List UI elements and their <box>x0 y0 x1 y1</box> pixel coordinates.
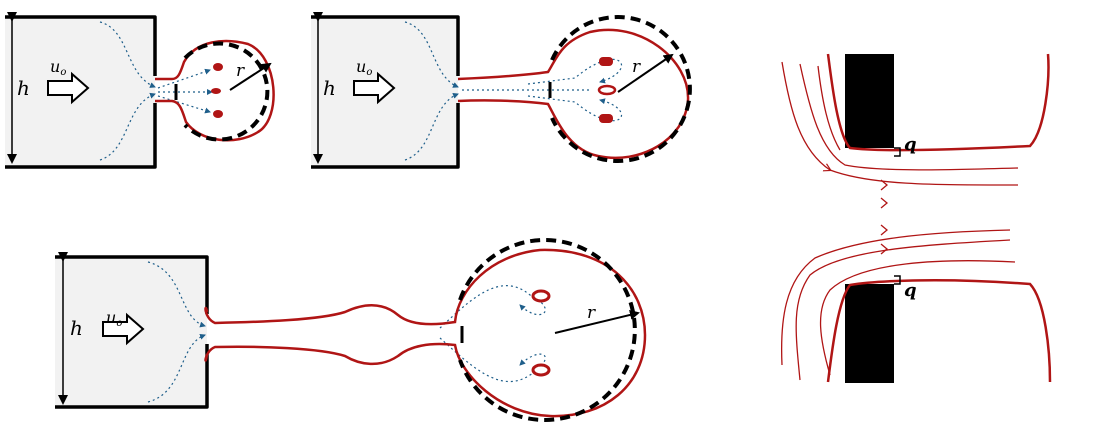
inflow-arrow <box>102 312 145 346</box>
velocity-label: uo <box>50 57 66 78</box>
streamline <box>147 333 206 403</box>
streamline <box>157 68 211 89</box>
radius-arrow <box>229 62 272 91</box>
streamline <box>795 239 1011 381</box>
streamline <box>439 337 546 382</box>
gap-label-bottom: q <box>904 280 917 301</box>
vortex-core <box>213 63 223 71</box>
radius-label: r <box>236 61 245 81</box>
gap-label-top: q <box>904 134 917 155</box>
inflow-arrow <box>353 71 396 105</box>
gap-bracket-top <box>894 147 901 157</box>
vortex-core <box>211 88 221 94</box>
membrane <box>204 248 647 418</box>
velocity-label: uo <box>106 308 122 329</box>
detail-panel: q q <box>781 53 1052 383</box>
dashed-envelope <box>550 15 692 163</box>
streamline <box>799 63 1019 171</box>
radius-label: r <box>587 303 596 323</box>
vortex-core <box>597 84 617 96</box>
streamline <box>781 229 1011 366</box>
flow-chevron <box>880 197 889 209</box>
dashed-envelope <box>183 41 270 142</box>
membrane <box>457 28 690 160</box>
membrane-contour-top <box>826 53 1050 152</box>
membrane-contour-bottom <box>826 279 1052 383</box>
membrane <box>155 39 275 142</box>
reservoir-wall <box>311 15 460 169</box>
radius-arrow <box>617 53 674 93</box>
vortex-core <box>531 289 551 303</box>
vortex-core <box>213 110 223 118</box>
velocity-label: uo <box>356 57 372 78</box>
reservoir-wall <box>5 15 157 169</box>
vortex-core <box>599 114 613 123</box>
streamline <box>781 61 1019 186</box>
radius-label: r <box>632 57 641 77</box>
flow-chevron <box>880 179 889 191</box>
radius-arrow <box>554 310 640 334</box>
flow-chevron <box>880 224 889 236</box>
streamline <box>817 65 841 151</box>
dashed-envelope <box>458 238 637 422</box>
panel-stage-2: h uo r <box>311 12 692 169</box>
height-label: h <box>70 316 83 340</box>
streamline <box>147 261 206 328</box>
panel-stage-1: h uo r <box>5 12 275 169</box>
streamline <box>157 95 211 114</box>
inflow-arrow <box>47 71 90 105</box>
height-label: h <box>17 76 30 100</box>
gap-bracket-bottom <box>894 275 901 285</box>
streamline <box>439 285 546 329</box>
flow-chevron <box>880 243 889 255</box>
panel-stage-3: h uo r <box>55 238 647 422</box>
streamline <box>527 58 622 85</box>
wall-block-top <box>845 54 894 148</box>
height-label: h <box>323 76 336 100</box>
wall-block-bottom <box>845 284 894 383</box>
streamline <box>527 95 622 122</box>
streamline <box>819 260 1016 376</box>
vortex-core <box>599 57 613 66</box>
reservoir-wall <box>55 255 209 409</box>
vortex-core <box>531 363 551 377</box>
